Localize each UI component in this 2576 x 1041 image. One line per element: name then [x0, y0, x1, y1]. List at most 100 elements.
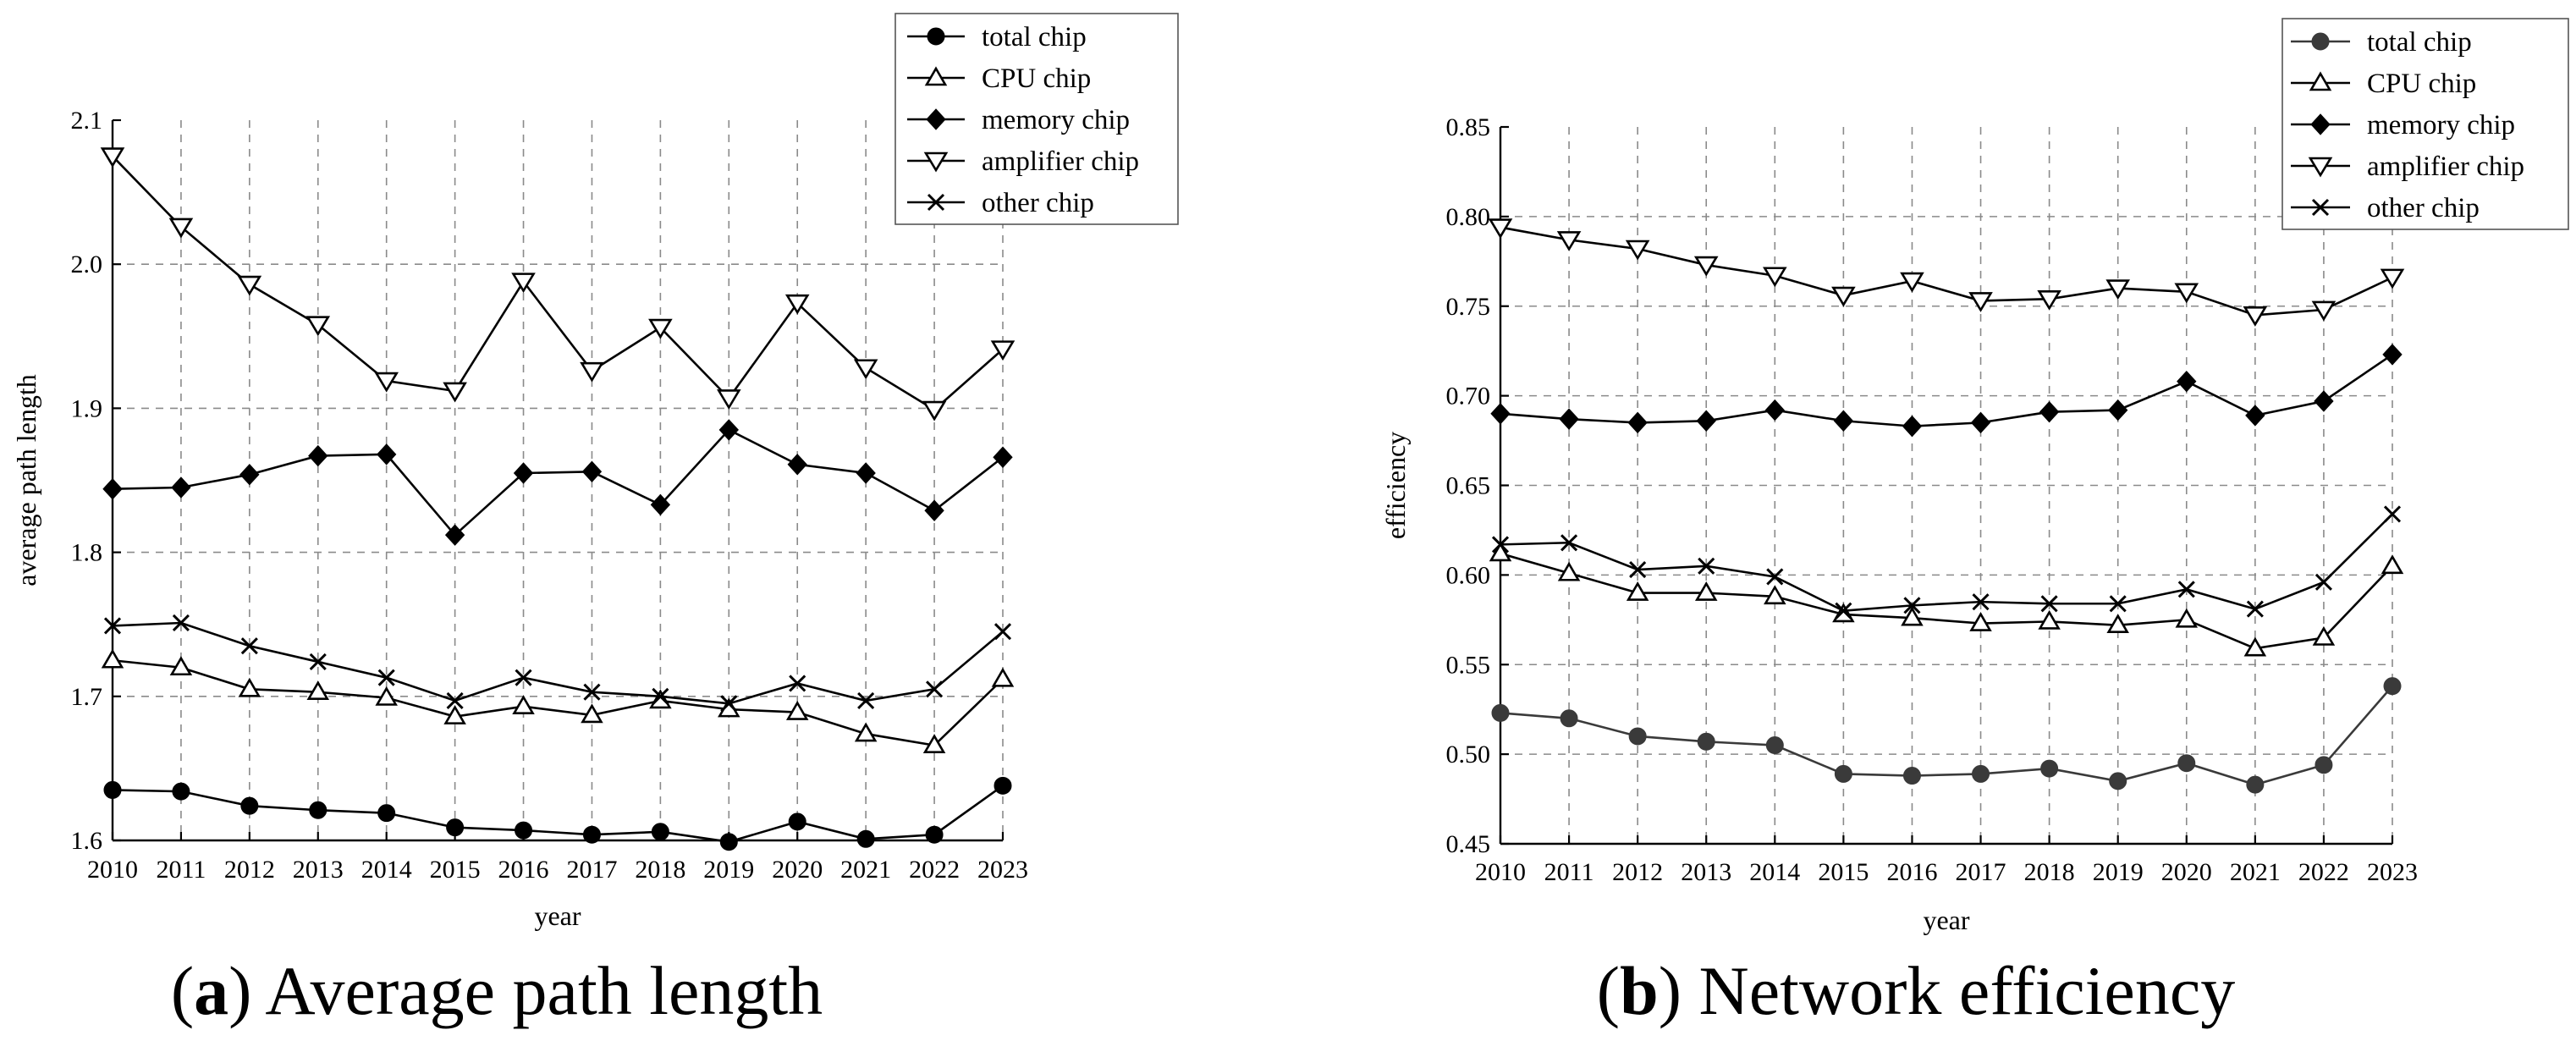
data-point-total-chip — [1697, 732, 1715, 751]
data-point-memory-chip — [2108, 399, 2128, 421]
data-point-cpu-chip — [1764, 585, 1786, 605]
data-point-memory-chip — [1833, 410, 1854, 432]
data-point-amplifier-chip — [1900, 272, 1924, 293]
series-line-cpu-chip — [112, 658, 1004, 747]
data-point-memory-chip — [1902, 415, 1923, 438]
legend-marker — [923, 151, 949, 173]
data-point-memory-chip — [1627, 411, 1648, 434]
data-point-amplifier-chip — [305, 316, 331, 337]
data-point-cpu-chip — [2106, 614, 2129, 633]
data-point-cpu-chip — [2038, 609, 2061, 630]
data-point-cpu-chip — [785, 700, 809, 720]
data-point-cpu-chip — [169, 656, 193, 676]
series-total-chip — [103, 776, 1012, 851]
data-point-other-chip — [583, 683, 601, 701]
data-point-memory-chip — [2314, 390, 2334, 412]
legend-label: total chip — [2367, 27, 2472, 58]
y-tick-label: 0.60 — [1446, 561, 1491, 589]
data-point-memory-chip — [1970, 411, 1991, 434]
y-tick-label: 0.85 — [1446, 113, 1491, 141]
legend-marker — [924, 66, 948, 86]
legend-marker — [2308, 157, 2333, 178]
data-point-memory-chip — [239, 463, 260, 486]
data-point-other-chip — [1766, 568, 1784, 586]
data-point-total-chip — [1628, 727, 1647, 746]
data-point-other-chip — [2315, 573, 2332, 591]
data-point-amplifier-chip — [100, 147, 125, 168]
legend: total chip CPU chip memory chip amplifier c… — [894, 13, 1179, 225]
data-point-other-chip — [240, 637, 258, 655]
y-tick-label: 1.9 — [71, 394, 103, 422]
data-point-other-chip — [2109, 595, 2127, 613]
x-axis-title: year — [534, 901, 581, 931]
data-point-amplifier-chip — [580, 361, 604, 383]
x-tick-label: 2019 — [2093, 858, 2144, 886]
legend-label: other chip — [2367, 193, 2480, 223]
x-axis-title: year — [1923, 905, 1969, 935]
data-point-amplifier-chip — [1968, 292, 1993, 312]
x-tick-label: 2013 — [293, 856, 344, 884]
data-point-other-chip — [1698, 557, 1715, 575]
x-tick-label: 2023 — [977, 856, 1028, 884]
caption-b-text: Network efficiency — [1699, 952, 2236, 1029]
data-point-memory-chip — [102, 477, 123, 500]
x-tick-label: 2014 — [1749, 858, 1800, 886]
data-point-total-chip — [1834, 764, 1852, 783]
series-other-chip — [1491, 505, 2402, 620]
data-point-total-chip — [1765, 736, 1784, 755]
data-point-memory-chip — [1764, 399, 1785, 421]
series-line-memory-chip — [1500, 353, 2393, 427]
data-point-cpu-chip — [854, 722, 878, 742]
x-tick-label: 2013 — [1681, 858, 1731, 886]
data-point-memory-chip — [513, 462, 534, 484]
data-point-other-chip — [2246, 600, 2264, 618]
legend-item-memory-chip: memory chip — [907, 105, 1130, 135]
data-point-memory-chip — [924, 499, 944, 521]
data-point-other-chip — [2177, 581, 2195, 598]
data-point-memory-chip — [650, 493, 671, 516]
data-point-memory-chip — [308, 444, 328, 467]
data-point-total-chip — [309, 801, 328, 819]
data-point-amplifier-chip — [443, 382, 467, 403]
data-point-cpu-chip — [649, 689, 672, 709]
x-tick-label: 2011 — [1544, 858, 1594, 886]
series-amplifier-chip — [100, 147, 1016, 421]
x-tick-label: 2020 — [2161, 858, 2212, 886]
series-line-total-chip — [1500, 685, 2393, 786]
data-point-total-chip — [856, 829, 875, 848]
series-other-chip — [103, 614, 1012, 713]
chart-network-efficiency: 0.45 0.50 0.55 0.60 0.65 0.70 0.75 0.80 0.85 2010… — [1380, 18, 2569, 935]
data-point-other-chip — [1835, 602, 1852, 620]
data-point-amplifier-chip — [237, 275, 262, 296]
data-point-other-chip — [377, 669, 395, 686]
data-point-amplifier-chip — [1488, 218, 1513, 240]
data-point-other-chip — [1903, 597, 1921, 614]
data-point-total-chip — [2315, 756, 2333, 774]
x-tick-label: 2021 — [840, 856, 891, 884]
series-line-memory-chip — [112, 428, 1004, 537]
chart-average-path-length: 1.6 1.7 1.8 1.9 2.0 2.1 2010 2011 2012 2013 2014 20… — [11, 13, 1179, 931]
series-total-chip — [1491, 677, 2402, 794]
caption-a-text: Average path length — [265, 952, 823, 1029]
legend-marker — [927, 193, 945, 212]
data-point-total-chip — [515, 821, 533, 840]
x-tick-label: 2019 — [703, 856, 754, 884]
data-point-memory-chip — [2039, 400, 2060, 423]
data-point-cpu-chip — [101, 648, 124, 669]
legend-item-memory-chip: memory chip — [2291, 110, 2515, 140]
data-point-cpu-chip — [2243, 636, 2267, 657]
data-point-cpu-chip — [2175, 608, 2199, 628]
series-amplifier-chip — [1488, 218, 2405, 327]
series-cpu-chip — [1489, 542, 2404, 657]
data-point-total-chip — [582, 825, 601, 844]
data-point-other-chip — [857, 691, 875, 709]
legend-label: memory chip — [982, 105, 1130, 135]
caption-a: (a) Average path length — [171, 952, 823, 1029]
data-point-other-chip — [103, 617, 122, 635]
data-point-amplifier-chip — [168, 218, 194, 239]
data-point-other-chip — [172, 614, 190, 632]
legend-item-total-chip: total chip — [2291, 27, 2472, 58]
series-cpu-chip — [101, 648, 1015, 753]
legend: total chip CPU chip memory chip amplifier c… — [2282, 18, 2569, 230]
data-point-memory-chip — [856, 462, 876, 484]
